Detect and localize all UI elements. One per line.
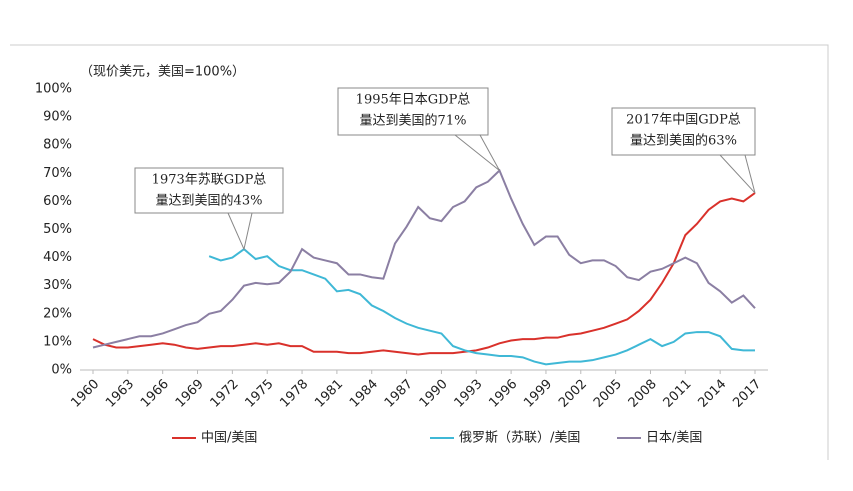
x-tick-label: 1975 xyxy=(243,377,277,411)
series-line xyxy=(92,168,756,349)
callout-box xyxy=(611,107,756,156)
x-tick-label: 1984 xyxy=(347,377,381,411)
x-tick-label: 1999 xyxy=(521,377,555,411)
y-tick-label: 90% xyxy=(43,110,72,125)
x-tick-label: 1981 xyxy=(312,377,346,411)
x-tick-label: 1972 xyxy=(208,377,242,411)
y-tick-label: 20% xyxy=(43,306,72,321)
y-tick-label: 80% xyxy=(43,138,72,153)
y-tick-label: 100% xyxy=(35,82,72,97)
y-tick-label: 0% xyxy=(51,363,72,378)
x-tick-label: 1966 xyxy=(138,377,172,411)
x-tick-label: 1990 xyxy=(417,377,451,411)
y-tick-label: 70% xyxy=(43,166,72,181)
legend-label: 日本/美国 xyxy=(646,431,702,446)
x-tick-label: 1978 xyxy=(277,377,311,411)
y-tick-label: 60% xyxy=(43,194,72,209)
legend-label: 中国/美国 xyxy=(201,431,257,446)
callout-box xyxy=(337,87,489,136)
series-line xyxy=(92,192,756,356)
callout-text: 量达到美国的63% xyxy=(630,133,737,149)
x-tick-label: 1996 xyxy=(486,377,520,411)
series-line xyxy=(208,247,755,366)
x-tick-label: 2005 xyxy=(591,377,625,411)
x-tick-label: 1987 xyxy=(382,377,416,411)
frame xyxy=(10,44,829,460)
x-tick-label: 1969 xyxy=(173,377,207,411)
x-tick-label: 1993 xyxy=(452,377,486,411)
x-tick-label: 2017 xyxy=(730,377,764,411)
y-tick-label: 50% xyxy=(43,222,72,237)
y-tick-label: 40% xyxy=(43,250,72,265)
callout-pointer xyxy=(227,212,253,251)
callout-text: 1973年苏联GDP总 xyxy=(152,172,267,188)
x-tick-label: 2014 xyxy=(695,377,729,411)
x-tick-label: 2008 xyxy=(626,377,660,411)
axis-label: （现价美元，美国=100%） xyxy=(80,65,245,80)
callout-text: 2017年中国GDP总 xyxy=(626,113,741,128)
callout-text: 1995年日本GDP总 xyxy=(356,93,471,108)
callout-pointer xyxy=(719,154,756,194)
x-tick-label: 1963 xyxy=(103,377,137,411)
callout-text: 量达到美国的71% xyxy=(360,113,467,129)
x-tick-label: 1960 xyxy=(68,377,102,411)
callout-text: 量达到美国的43% xyxy=(156,193,263,209)
y-tick-label: 10% xyxy=(43,334,72,349)
x-tick-label: 2002 xyxy=(556,377,590,411)
legend-label: 俄罗斯（苏联）/美国 xyxy=(459,430,580,446)
callout-pointer xyxy=(454,134,500,171)
callout-box xyxy=(134,167,284,214)
y-tick-label: 30% xyxy=(43,278,72,293)
x-tick-label: 2011 xyxy=(661,377,695,411)
